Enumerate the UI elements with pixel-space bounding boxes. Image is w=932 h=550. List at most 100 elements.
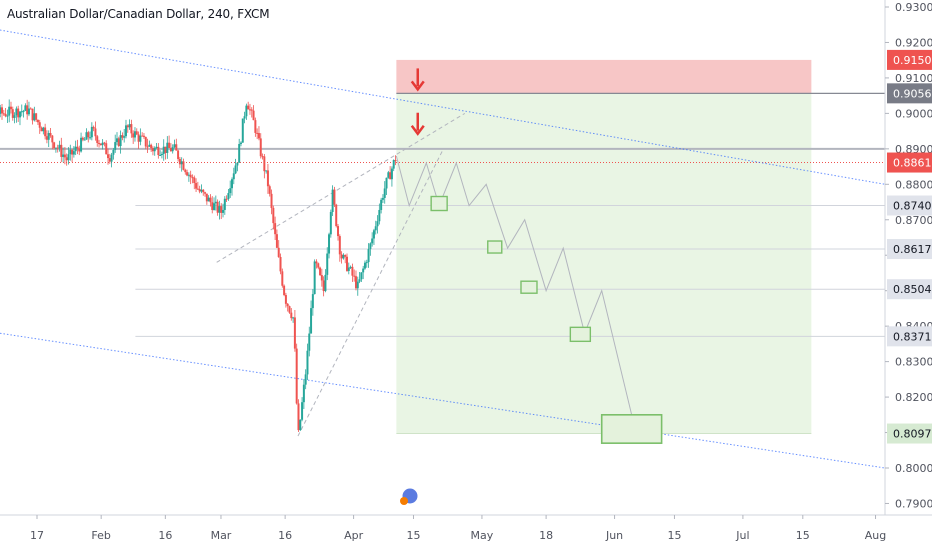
candle-body-193 (310, 308, 313, 334)
candle-body-128 (193, 177, 196, 184)
candle-body-89 (123, 136, 126, 138)
candle-body-230 (376, 221, 379, 227)
candle-body-159 (248, 109, 251, 111)
candle-body-22 (2, 113, 5, 115)
time-tick-label-11: Jul (735, 529, 749, 542)
candle-body-145 (223, 198, 226, 210)
candle-body-219 (356, 281, 359, 289)
time-tick-label-0: 17 (30, 529, 44, 542)
candle-body-205 (331, 189, 334, 213)
candle-body-217 (353, 275, 356, 277)
stop-zone (396, 59, 812, 94)
candle-body-108 (157, 146, 160, 156)
price-badge-6 (887, 326, 932, 347)
candle-body-203 (328, 234, 331, 254)
candle-body-133 (202, 189, 205, 193)
candle-body-67 (83, 139, 86, 141)
price-badge-7 (887, 423, 932, 444)
candle-body-126 (189, 174, 192, 178)
candle-body-239 (392, 160, 395, 169)
price-badge-3 (887, 195, 932, 216)
candle-body-150 (232, 173, 235, 180)
candle-body-148 (229, 188, 232, 194)
candle-body-240 (394, 160, 397, 162)
candle-body-39 (33, 113, 36, 121)
candle-body-104 (150, 144, 153, 149)
candle-body-144 (222, 209, 225, 213)
candle-body-110 (160, 153, 163, 156)
time-tick-label-13: Aug (865, 529, 886, 542)
time-tick-label-1: Feb (91, 529, 110, 542)
candle-body-85 (116, 138, 119, 143)
candle-body-88 (121, 135, 124, 138)
price-badge-label-6: 0.83713 (893, 330, 932, 343)
candle-body-53 (58, 144, 61, 149)
candle-body-127 (191, 177, 194, 179)
sell-arrow-head-2 (410, 124, 425, 136)
candle-body-20 (0, 107, 2, 114)
target-box-1 (430, 195, 448, 212)
candle-body-62 (74, 146, 77, 152)
candle-body-64 (78, 148, 81, 152)
candle-body-28 (13, 115, 16, 118)
candle-body-180 (286, 303, 289, 307)
candle-body-190 (304, 374, 307, 385)
candle-body-232 (380, 199, 383, 210)
channel-upper-line (0, 29, 886, 185)
candle-body-237 (389, 172, 392, 180)
candle-body-45 (44, 127, 47, 137)
candle-body-233 (381, 197, 384, 200)
candle-body-208 (337, 226, 340, 237)
candle-body-90 (124, 125, 127, 137)
candle-body-125 (187, 174, 190, 176)
candle-body-37 (29, 108, 32, 110)
time-tick-label-7: May (471, 529, 494, 542)
candle-body-119 (177, 150, 180, 159)
candle-body-210 (340, 254, 343, 259)
time-tick-label-9: Jun (605, 529, 623, 542)
candle-body-118 (175, 144, 178, 151)
candle-body-61 (72, 151, 75, 155)
candle-body-87 (119, 135, 122, 147)
candle-body-178 (283, 285, 286, 296)
candle-body-185 (295, 348, 298, 404)
candle-body-31 (18, 111, 21, 118)
candle-body-36 (27, 108, 30, 115)
candle-body-224 (365, 262, 368, 264)
candle-body-222 (362, 268, 365, 273)
time-tick-label-10: 15 (667, 529, 681, 542)
candle-body-235 (385, 177, 388, 189)
candle-body-201 (324, 274, 327, 292)
price-badge-label-3: 0.87402 (893, 200, 932, 213)
channel-lower-line (0, 332, 886, 469)
candle-body-59 (69, 149, 72, 155)
candle-body-96 (135, 131, 138, 135)
candle-body-135 (205, 193, 208, 202)
price-badge-label-2: 0.88614 (893, 157, 932, 170)
candle-body-124 (186, 172, 189, 176)
price-badge-5 (887, 279, 932, 300)
candle-body-218 (354, 276, 357, 289)
candle-body-212 (344, 254, 347, 257)
candle-body-54 (60, 144, 63, 157)
candle-body-151 (234, 165, 237, 174)
candle-body-25 (8, 106, 11, 116)
candle-body-130 (196, 188, 199, 190)
candle-body-202 (326, 253, 329, 275)
candle-body-234 (383, 188, 386, 198)
candle-body-154 (239, 142, 242, 144)
candle-body-66 (81, 137, 84, 140)
candle-body-182 (290, 312, 293, 319)
candle-body-86 (117, 138, 120, 147)
candle-body-114 (168, 142, 171, 148)
candle-body-192 (308, 333, 311, 351)
candle-body-228 (372, 230, 375, 239)
candle-body-220 (358, 279, 361, 282)
candle-body-189 (302, 384, 305, 403)
candle-body-183 (292, 317, 295, 319)
candle-body-112 (164, 146, 167, 153)
